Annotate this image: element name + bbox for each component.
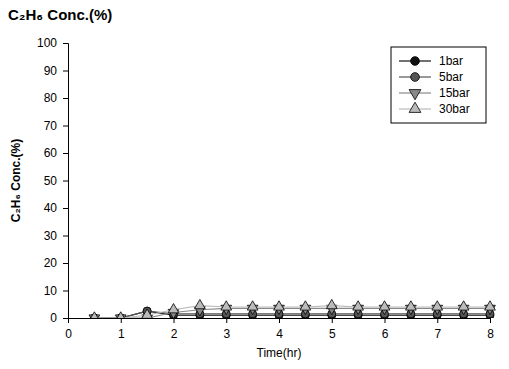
series-group [89, 299, 495, 318]
y-tick-mark [63, 181, 68, 182]
series-marker [142, 309, 153, 318]
legend-box [391, 47, 486, 123]
x-tick-label: 6 [382, 327, 389, 341]
series-marker [247, 301, 258, 310]
chart: 01234567801020304050607080901001bar5bar1… [0, 0, 509, 369]
x-axis-title: Time(hr) [257, 346, 302, 360]
x-tick: 5 [329, 318, 336, 341]
x-tick: 8 [487, 318, 494, 341]
x-tick: 6 [382, 318, 389, 341]
y-tick-label: 10 [44, 284, 58, 298]
series-marker [195, 299, 206, 308]
x-tick-mark [437, 318, 438, 323]
y-tick-label: 90 [44, 64, 58, 78]
series-marker [458, 301, 469, 310]
x-tick-mark [121, 318, 122, 323]
y-tick-mark [63, 291, 68, 292]
y-tick-mark [63, 126, 68, 127]
legend-label: 5bar [439, 70, 463, 84]
x-tick: 4 [276, 318, 283, 341]
y-tick-mark [63, 263, 68, 264]
y-tick: 40 [44, 201, 68, 215]
y-tick-mark [63, 318, 68, 319]
series-marker [379, 301, 390, 310]
y-tick: 100 [37, 36, 68, 50]
x-tick: 2 [171, 318, 178, 341]
x-tick: 0 [65, 318, 72, 341]
x-tick-label: 4 [276, 327, 283, 341]
x-tick: 7 [434, 318, 441, 341]
y-axis: 0 10 20 30 40 50 60 70 80 90 100 [37, 36, 69, 325]
y-tick: 80 [44, 91, 68, 105]
x-tick-label: 7 [434, 327, 441, 341]
series-marker [406, 301, 417, 310]
y-tick-mark [63, 208, 68, 209]
legend-label: 1bar [439, 54, 463, 68]
y-tick-label: 0 [50, 311, 57, 325]
y-tick: 20 [44, 256, 68, 270]
x-tick-label: 3 [223, 327, 230, 341]
y-tick: 0 [50, 311, 68, 325]
x-tick: 3 [223, 318, 230, 341]
series-marker [326, 299, 337, 308]
legend: 1bar 5bar 15bar 30bar [391, 47, 486, 123]
y-tick: 90 [44, 64, 68, 78]
series-marker [115, 312, 126, 318]
series-marker [221, 301, 232, 310]
series-marker [300, 301, 311, 310]
y-tick-mark [63, 153, 68, 154]
legend-label: 30bar [439, 102, 470, 116]
legend-marker [409, 102, 421, 112]
y-tick: 70 [44, 119, 68, 133]
legend-marker [409, 90, 421, 100]
y-tick-label: 100 [37, 36, 57, 50]
y-tick-mark [63, 43, 68, 44]
x-tick-mark [226, 318, 227, 323]
series-line [94, 308, 490, 318]
y-tick: 30 [44, 229, 68, 243]
x-tick-label: 0 [65, 327, 72, 341]
y-tick-mark [63, 98, 68, 99]
y-tick: 50 [44, 174, 68, 188]
x-tick-mark [385, 318, 386, 323]
legend-marker [411, 57, 420, 66]
y-axis-title: C₂H₆ Conc.(%) [9, 139, 23, 222]
x-tick-mark [174, 318, 175, 323]
chart-title: C₂H₆ Conc.(%) [8, 6, 112, 23]
x-tick-label: 1 [118, 327, 125, 341]
y-tick: 10 [44, 284, 68, 298]
x-axis: 0 1 2 3 4 5 6 7 8 [65, 318, 494, 341]
series-marker [168, 304, 179, 313]
plot-area: 01234567801020304050607080901001bar5bar1… [37, 36, 495, 340]
series-marker [485, 301, 496, 310]
x-tick-mark [490, 318, 491, 323]
series-marker [432, 301, 443, 310]
y-tick-label: 50 [44, 174, 58, 188]
y-tick-label: 60 [44, 146, 58, 160]
series-line [94, 306, 490, 318]
y-tick-label: 80 [44, 91, 58, 105]
y-tick: 60 [44, 146, 68, 160]
x-tick: 1 [118, 318, 125, 341]
legend-marker [411, 73, 420, 82]
series-marker [353, 301, 364, 310]
y-tick-label: 70 [44, 119, 58, 133]
x-tick-label: 8 [487, 327, 494, 341]
x-tick-mark [279, 318, 280, 323]
x-tick-label: 2 [171, 327, 178, 341]
series-marker [274, 301, 285, 310]
y-axis-line [63, 44, 69, 319]
y-tick-mark [63, 236, 68, 237]
y-tick-mark [63, 71, 68, 72]
x-tick-label: 5 [329, 327, 336, 341]
legend-label: 15bar [439, 86, 470, 100]
y-tick-label: 40 [44, 201, 58, 215]
x-axis-line [69, 319, 491, 324]
y-tick-label: 20 [44, 256, 58, 270]
y-tick-label: 30 [44, 229, 58, 243]
x-tick-mark [332, 318, 333, 323]
series-marker [89, 312, 100, 318]
